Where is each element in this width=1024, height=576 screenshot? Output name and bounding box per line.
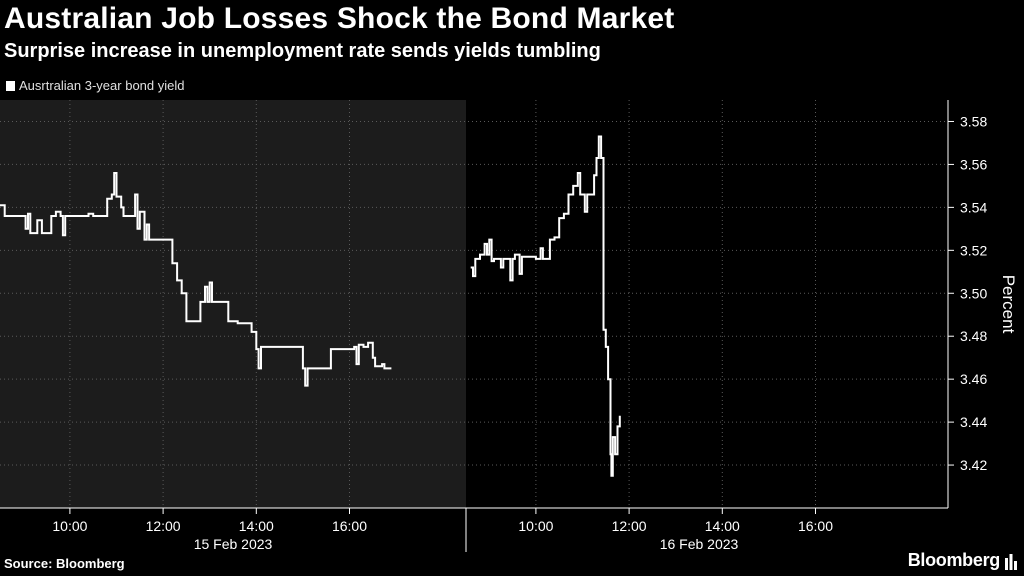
bloomberg-terminal-icon — [1005, 554, 1017, 570]
x-tick-label: 14:00 — [239, 518, 274, 534]
x-tick-label: 12:00 — [612, 518, 647, 534]
x-tick-label: 16:00 — [798, 518, 833, 534]
y-tick-label: 3.48 — [960, 328, 987, 344]
x-tick-label: 16:00 — [332, 518, 367, 534]
x-tick-label: 10:00 — [52, 518, 87, 534]
y-tick-label: 3.52 — [960, 242, 987, 258]
y-tick-label: 3.58 — [960, 113, 987, 129]
source-note: Source: Bloomberg — [4, 556, 125, 571]
y-tick-label: 3.54 — [960, 199, 987, 215]
x-date-label: 15 Feb 2023 — [194, 536, 273, 552]
x-tick-label: 12:00 — [146, 518, 181, 534]
legend-swatch — [6, 80, 15, 91]
legend: Ausrtralian 3-year bond yield — [6, 78, 184, 93]
y-tick-label: 3.44 — [960, 414, 987, 430]
chart-subtitle: Surprise increase in unemployment rate s… — [4, 40, 601, 62]
y-axis-label: Percent — [999, 275, 1018, 334]
y-tick-label: 3.50 — [960, 285, 987, 301]
legend-label: Ausrtralian 3-year bond yield — [19, 78, 185, 93]
y-tick-label: 3.46 — [960, 371, 987, 387]
series-line — [0, 172, 392, 387]
x-date-label: 16 Feb 2023 — [660, 536, 739, 552]
chart-title: Australian Job Losses Shock the Bond Mar… — [4, 2, 675, 35]
y-tick-label: 3.56 — [960, 156, 987, 172]
brand-logo: Bloomberg — [907, 550, 1001, 570]
x-tick-label: 10:00 — [518, 518, 553, 534]
x-tick-label: 14:00 — [705, 518, 740, 534]
y-tick-label: 3.42 — [960, 457, 987, 473]
shaded-session-background — [0, 100, 466, 508]
series-line — [470, 135, 621, 477]
